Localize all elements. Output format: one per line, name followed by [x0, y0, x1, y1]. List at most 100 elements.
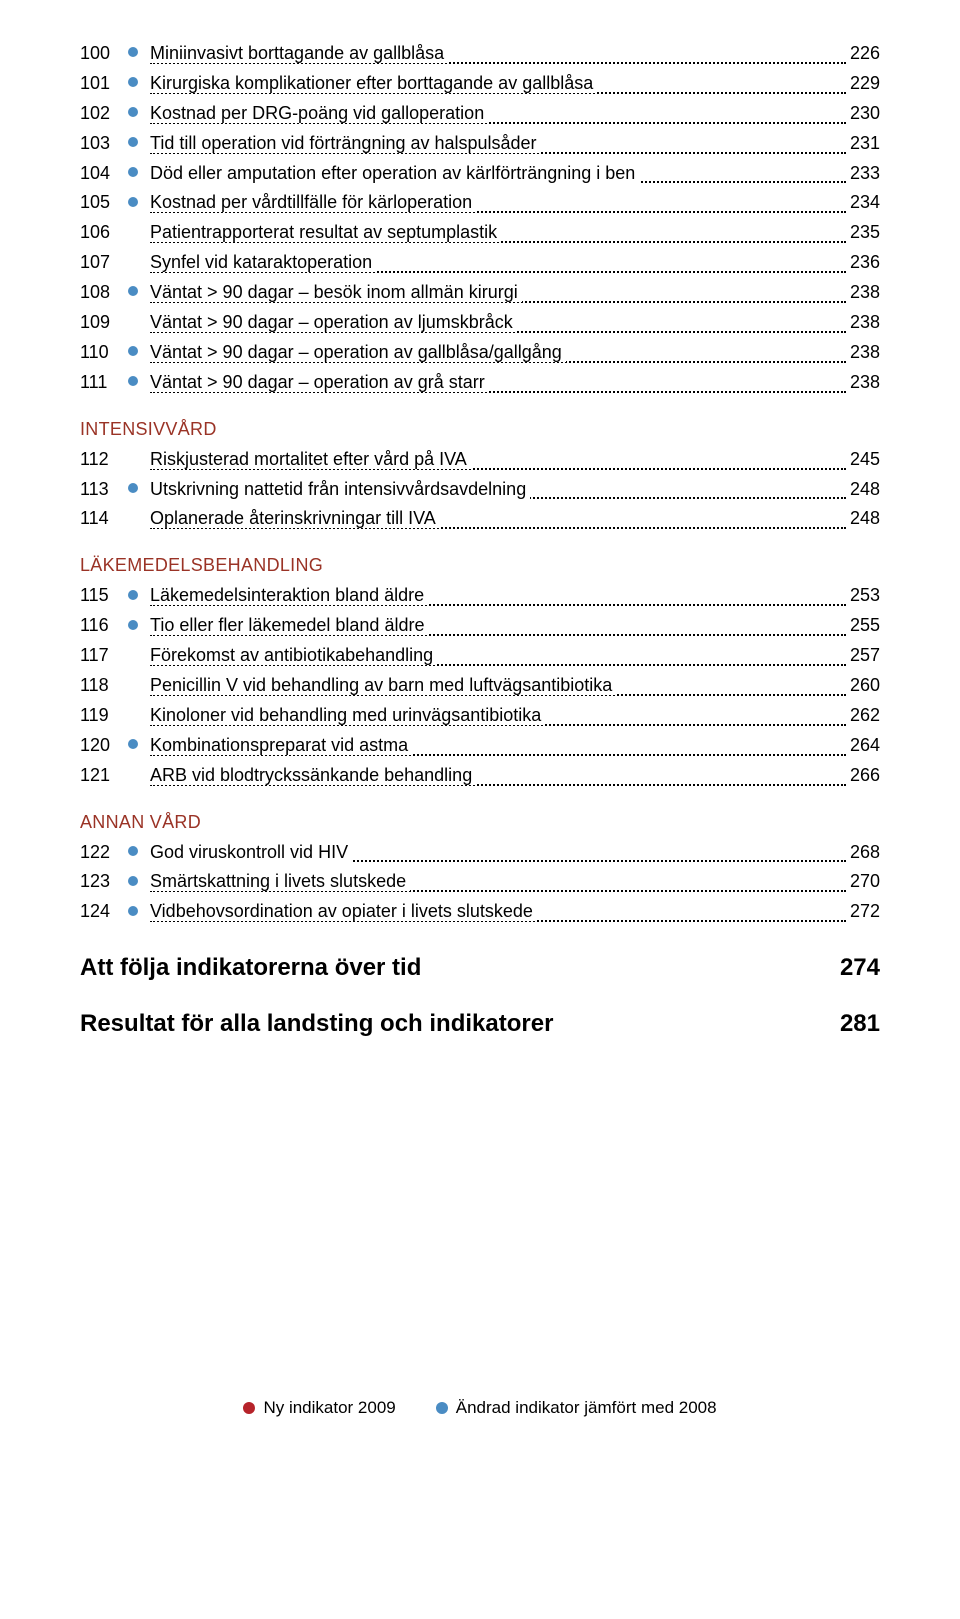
toc-entry: 110 Väntat > 90 dagar – operation av gall… [80, 339, 880, 367]
major-section-page: 274 [840, 954, 880, 982]
entry-bullet-slot [128, 898, 150, 926]
entry-bullet-slot [128, 582, 150, 610]
toc-entry: 115 Läkemedelsinteraktion bland äldre 253 [80, 582, 880, 610]
entry-number: 115 [80, 582, 128, 610]
entry-title-cell: Smärtskattning i livets slutskede [150, 868, 846, 896]
entry-title: Tio eller fler läkemedel bland äldre [150, 615, 428, 635]
legend-label-new: Ny indikator 2009 [263, 1398, 395, 1418]
toc-entry: 112 Riskjusterad mortalitet efter vård på… [80, 446, 880, 474]
entry-number: 110 [80, 339, 128, 367]
entry-page: 270 [846, 868, 880, 896]
entry-page: 253 [846, 582, 880, 610]
entry-page: 233 [846, 160, 880, 188]
changed-indicator-icon [128, 906, 138, 916]
entry-title: Oplanerade återinskrivningar till IVA [150, 508, 440, 528]
entry-page: 245 [846, 446, 880, 474]
toc-entry: 113Utskrivning nattetid från intensivvår… [80, 476, 880, 504]
toc-entry: 109 Väntat > 90 dagar – operation av ljum… [80, 309, 880, 337]
major-section-title: Att följa indikatorerna över tid [80, 954, 840, 982]
entry-number: 109 [80, 309, 128, 337]
entry-number: 114 [80, 505, 128, 533]
entry-title: Kostnad per DRG-poäng vid galloperation [150, 103, 488, 123]
entry-title: Kombinationspreparat vid astma [150, 735, 412, 755]
entry-bullet-slot [128, 476, 150, 504]
toc-entry: 114 Oplanerade återinskrivningar till IVA… [80, 505, 880, 533]
entry-title-cell: Tid till operation vid förträngning av h… [150, 130, 846, 158]
toc-entry: 120Kombinationspreparat vid astma264 [80, 732, 880, 760]
entry-title-cell: Riskjusterad mortalitet efter vård på IV… [150, 446, 846, 474]
changed-indicator-icon [128, 590, 138, 600]
entry-number: 106 [80, 219, 128, 247]
entry-page: 238 [846, 339, 880, 367]
changed-indicator-icon [128, 376, 138, 386]
entry-title: Utskrivning nattetid från intensivvårdsa… [150, 479, 530, 499]
entry-title: Synfel vid kataraktoperation [150, 252, 376, 272]
entry-title: Död eller amputation efter operation av … [150, 163, 639, 183]
entry-number: 118 [80, 672, 128, 700]
entry-title: God viruskontroll vid HIV [150, 842, 352, 862]
toc-entry: 107 Synfel vid kataraktoperation 236 [80, 249, 880, 277]
changed-indicator-icon [128, 739, 138, 749]
entry-number: 107 [80, 249, 128, 277]
entry-title-cell: Utskrivning nattetid från intensivvårdsa… [150, 476, 846, 504]
major-section-entry: Resultat för alla landsting och indikato… [80, 1010, 880, 1038]
entry-title: Kostnad per vårdtillfälle för kärloperat… [150, 192, 476, 212]
entry-title-cell: Tio eller fler läkemedel bland äldre [150, 612, 846, 640]
entry-bullet-slot [128, 100, 150, 128]
entry-title-cell: Kostnad per DRG-poäng vid galloperation [150, 100, 846, 128]
toc-entry: 102 Kostnad per DRG-poäng vid galloperati… [80, 100, 880, 128]
entry-title: Väntat > 90 dagar – operation av ljumskb… [150, 312, 517, 332]
entry-title: Förekomst av antibiotikabehandling [150, 645, 437, 665]
entry-title: Smärtskattning i livets slutskede [150, 871, 410, 891]
major-section-entry: Att följa indikatorerna över tid274 [80, 954, 880, 982]
entry-title: Patientrapporterat resultat av septumpla… [150, 222, 501, 242]
entry-number: 103 [80, 130, 128, 158]
entry-number: 119 [80, 702, 128, 730]
entry-page: 248 [846, 505, 880, 533]
toc-entry: 104Död eller amputation efter operation … [80, 160, 880, 188]
entry-bullet-slot [128, 40, 150, 68]
entry-page: 257 [846, 642, 880, 670]
entry-page: 264 [846, 732, 880, 760]
entry-bullet-slot [128, 130, 150, 158]
entry-page: 234 [846, 189, 880, 217]
toc-entry: 108Väntat > 90 dagar – besök inom allmän… [80, 279, 880, 307]
entry-page: 268 [846, 839, 880, 867]
entry-page: 248 [846, 476, 880, 504]
changed-indicator-icon [128, 346, 138, 356]
entry-number: 121 [80, 762, 128, 790]
entry-title-cell: Död eller amputation efter operation av … [150, 160, 846, 188]
legend-item-changed: Ändrad indikator jämfört med 2008 [436, 1398, 717, 1418]
section-header: ANNAN VÅRD [80, 812, 880, 833]
entry-page: 229 [846, 70, 880, 98]
entry-bullet-slot [128, 70, 150, 98]
entry-number: 112 [80, 446, 128, 474]
entry-page: 236 [846, 249, 880, 277]
entry-title-cell: Väntat > 90 dagar – operation av gallblå… [150, 339, 846, 367]
toc-entry: 122 God viruskontroll vid HIV 268 [80, 839, 880, 867]
entry-title-cell: Patientrapporterat resultat av septumpla… [150, 219, 846, 247]
entry-page: 266 [846, 762, 880, 790]
legend: Ny indikator 2009 Ändrad indikator jämfö… [80, 1398, 880, 1418]
entry-number: 102 [80, 100, 128, 128]
entry-title-cell: Kombinationspreparat vid astma [150, 732, 846, 760]
toc-entry: 118 Penicillin V vid behandling av barn m… [80, 672, 880, 700]
entry-number: 100 [80, 40, 128, 68]
entry-title-cell: Penicillin V vid behandling av barn med … [150, 672, 846, 700]
entry-number: 122 [80, 839, 128, 867]
entry-title-cell: Miniinvasivt borttagande av gallblåsa [150, 40, 846, 68]
entry-page: 272 [846, 898, 880, 926]
toc-entry: 121ARB vid blodtryckssänkande behandling… [80, 762, 880, 790]
entry-title: Läkemedelsinteraktion bland äldre [150, 585, 428, 605]
legend-item-new: Ny indikator 2009 [243, 1398, 395, 1418]
entry-title: Riskjusterad mortalitet efter vård på IV… [150, 449, 471, 469]
section-header: INTENSIVVÅRD [80, 419, 880, 440]
entry-page: 238 [846, 279, 880, 307]
entry-title-cell: Vidbehovsordination av opiater i livets … [150, 898, 846, 926]
entry-bullet-slot [128, 279, 150, 307]
entry-number: 111 [80, 369, 128, 397]
entry-page: 238 [846, 309, 880, 337]
entry-bullet-slot [128, 839, 150, 867]
entry-bullet-slot [128, 369, 150, 397]
entry-title: Kirurgiska komplikationer efter borttaga… [150, 73, 597, 93]
